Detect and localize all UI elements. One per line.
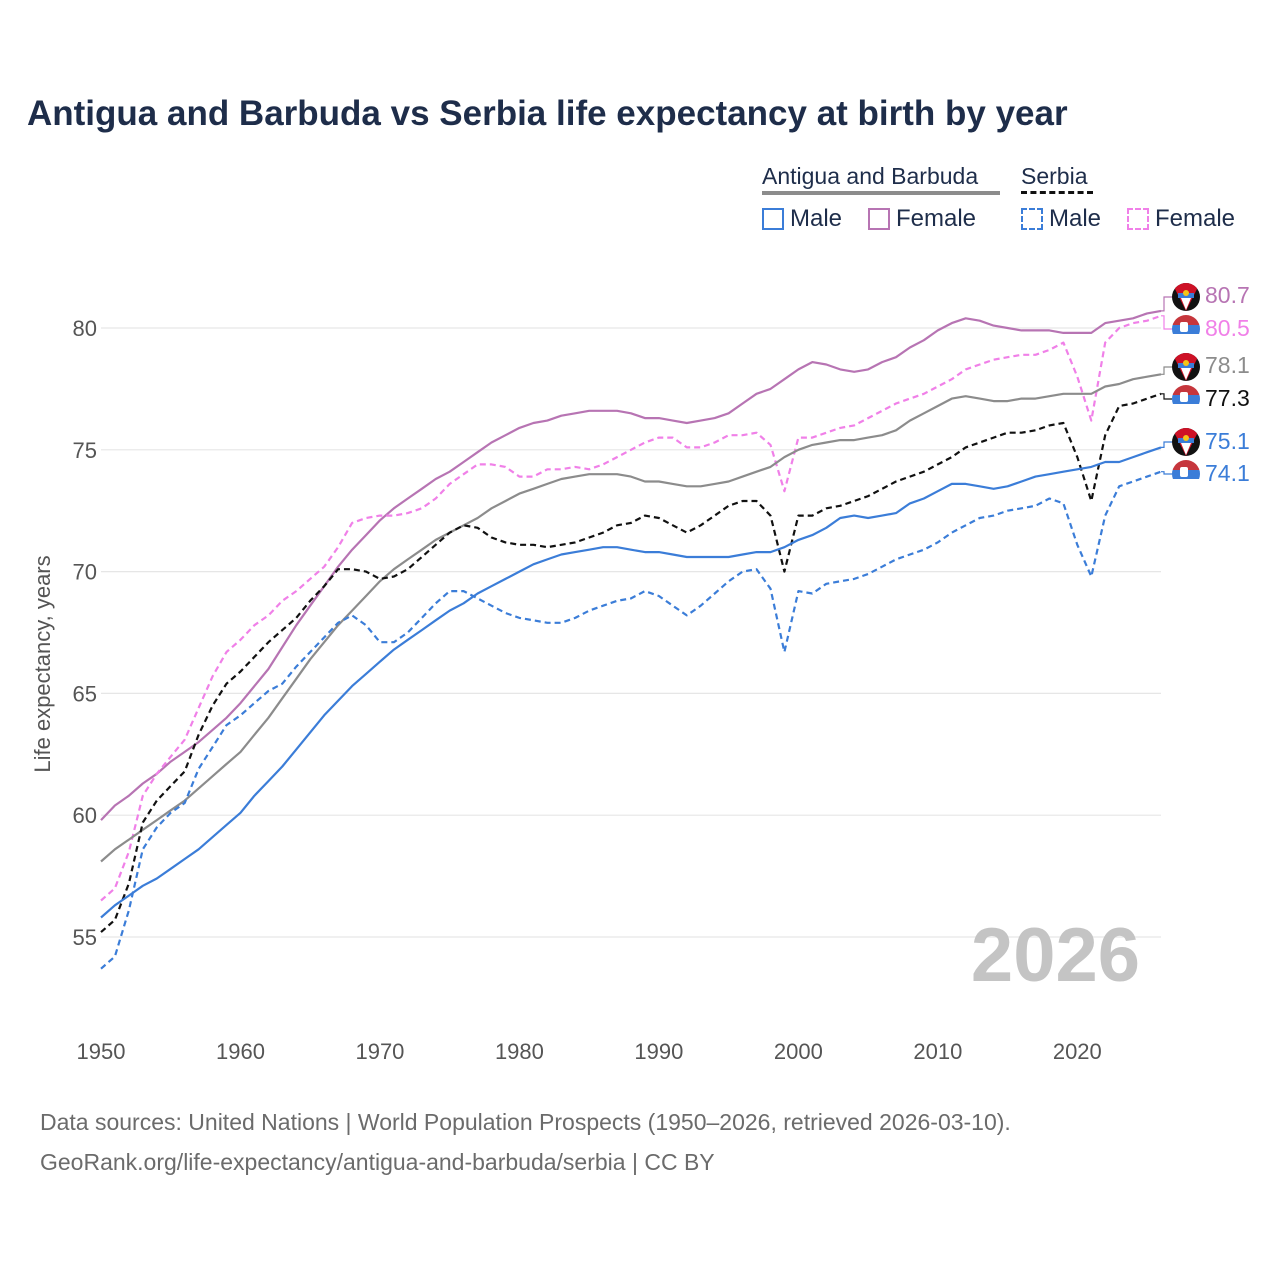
legend-serbia-line <box>1021 191 1093 194</box>
legend-item-rs-male[interactable]: Male <box>1021 205 1101 233</box>
end-label-rs-total: 77.3 <box>1205 385 1250 411</box>
legend-group-serbia: Serbia <box>1021 163 1088 189</box>
end-connector <box>1161 315 1172 330</box>
y-tick-label: 60 <box>73 803 97 828</box>
x-tick-label: 1990 <box>634 1039 683 1064</box>
series-line-serbia-total[interactable] <box>100 392 1162 933</box>
legend-group-antigua: Antigua and Barbuda <box>762 163 979 189</box>
end-label-ag-female: 80.7 <box>1205 282 1250 308</box>
legend-item-rs-female[interactable]: Female <box>1127 205 1235 233</box>
legend-item-ag-female[interactable]: Female <box>868 205 976 233</box>
antigua-flag-icon <box>1172 353 1200 381</box>
axis-layer: 55 60 65 70 75 80 1950 1960 1970 1980 1990 2000 2010… <box>73 316 1102 1064</box>
legend-antigua-line <box>762 191 1000 195</box>
y-tick-label: 80 <box>73 316 97 341</box>
series-line-serbia-female[interactable] <box>100 314 1162 902</box>
x-tick-label: 2010 <box>913 1039 962 1064</box>
y-tick-label: 55 <box>73 925 97 950</box>
y-tick-label: 75 <box>73 438 97 463</box>
chart-title: Antigua and Barbuda vs Serbia life expec… <box>27 94 1068 133</box>
end-label-rs-male: 74.1 <box>1205 460 1250 486</box>
legend-label-rs-male: Male <box>1049 205 1102 232</box>
x-tick-label: 2000 <box>774 1039 823 1064</box>
legend-swatch-rs-female <box>1127 208 1149 230</box>
end-connector <box>1161 471 1172 475</box>
antigua-flag-icon <box>1172 283 1200 311</box>
legend-label-ag-male: Male <box>790 205 843 232</box>
y-tick-label: 65 <box>73 681 97 706</box>
x-tick-label: 1950 <box>77 1039 126 1064</box>
grid-layer <box>101 327 1161 938</box>
footer-attribution: GeoRank.org/life-expectancy/antigua-and-… <box>40 1149 715 1175</box>
antigua-flag-icon <box>1172 428 1200 456</box>
y-axis-label: Life expectancy, years <box>30 555 55 772</box>
connector-layer <box>1161 296 1172 475</box>
series-line-antigua-and-barbuda-total[interactable] <box>100 373 1162 863</box>
x-tick-label: 1960 <box>216 1039 265 1064</box>
series-line-antigua-and-barbuda-female[interactable] <box>100 309 1162 821</box>
serbia-flag-icon <box>1172 315 1200 343</box>
serbia-flag-icon <box>1172 385 1200 413</box>
end-connector <box>1161 393 1172 400</box>
end-connector <box>1161 441 1172 448</box>
end-connector <box>1161 366 1172 375</box>
legend-swatch-rs-male <box>1021 208 1043 230</box>
end-connector <box>1161 296 1172 312</box>
series-line-antigua-and-barbuda-male[interactable] <box>100 446 1162 919</box>
legend-label-ag-female: Female <box>896 205 977 232</box>
x-tick-label: 1970 <box>355 1039 404 1064</box>
legend-item-ag-male[interactable]: Male <box>762 205 842 233</box>
legend-swatch-ag-male <box>762 208 784 230</box>
end-label-rs-female: 80.5 <box>1205 315 1250 341</box>
series-line-serbia-male[interactable] <box>100 470 1162 970</box>
x-tick-label: 2020 <box>1053 1039 1102 1064</box>
y-tick-label: 70 <box>73 560 97 585</box>
end-label-ag-total: 78.1 <box>1205 352 1250 378</box>
series-layer <box>100 309 1162 970</box>
legend-label-rs-female: Female <box>1155 205 1236 232</box>
end-label-ag-male: 75.1 <box>1205 428 1250 454</box>
legend-swatch-ag-female <box>868 208 890 230</box>
serbia-flag-icon <box>1172 460 1200 488</box>
x-tick-label: 1980 <box>495 1039 544 1064</box>
year-watermark: 2026 <box>970 913 1140 998</box>
footer-sources: Data sources: United Nations | World Pop… <box>40 1109 1011 1135</box>
